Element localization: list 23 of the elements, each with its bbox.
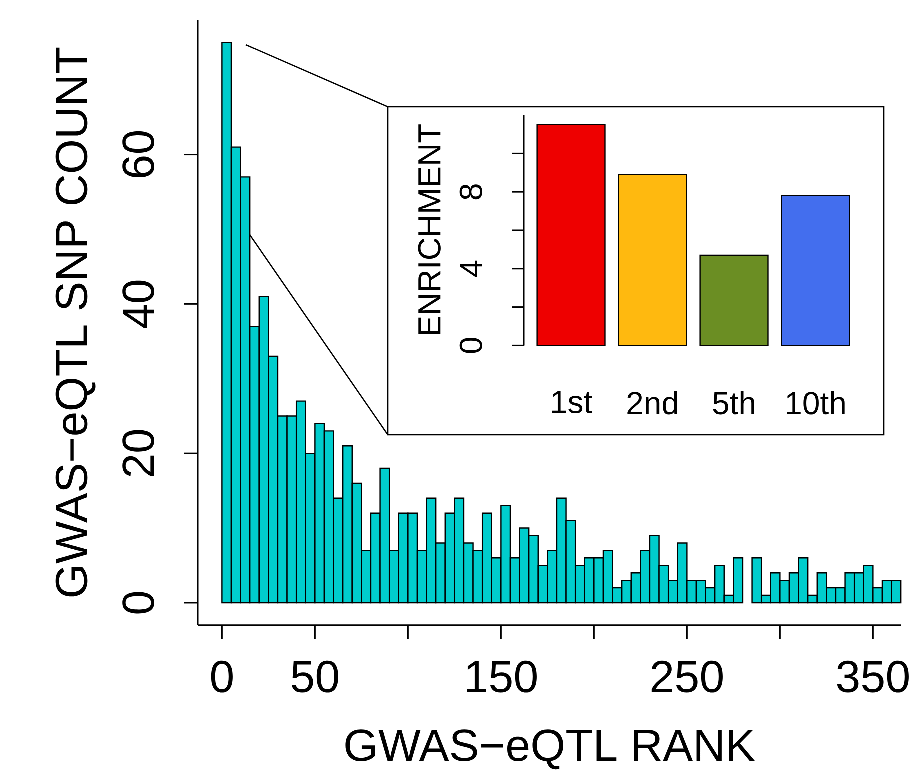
bar xyxy=(781,195,850,346)
y-tick-label: 0 xyxy=(460,338,482,354)
y-tick-label: 8 xyxy=(460,184,482,200)
y-axis-title: GWAS−eQTL SNP COUNT xyxy=(56,48,96,597)
x-axis-title: GWAS−eQTL RANK xyxy=(346,730,756,770)
y-tick-label: 60 xyxy=(122,132,154,178)
y-tick-label: 20 xyxy=(122,430,154,476)
x-tick-label: 0 xyxy=(211,660,233,693)
bar xyxy=(536,124,606,346)
x-tick-label: 150 xyxy=(467,660,537,693)
x-tick-label: 250 xyxy=(652,660,723,693)
bar xyxy=(700,254,769,346)
y-tick-label: 0 xyxy=(122,592,154,614)
x-tick-label: 1st xyxy=(552,391,592,414)
x-tick-label: 10th xyxy=(787,391,845,415)
x-tick-label: 350 xyxy=(837,660,909,693)
bar xyxy=(618,174,688,346)
x-tick-label: 50 xyxy=(292,660,338,693)
y-tick-label: 4 xyxy=(460,260,482,278)
x-tick-label: 2nd xyxy=(628,391,678,415)
x-tick-label: 5th xyxy=(713,391,754,415)
y-axis-title: ENRICHMENT xyxy=(418,124,441,335)
y-tick-label: 40 xyxy=(122,280,154,328)
